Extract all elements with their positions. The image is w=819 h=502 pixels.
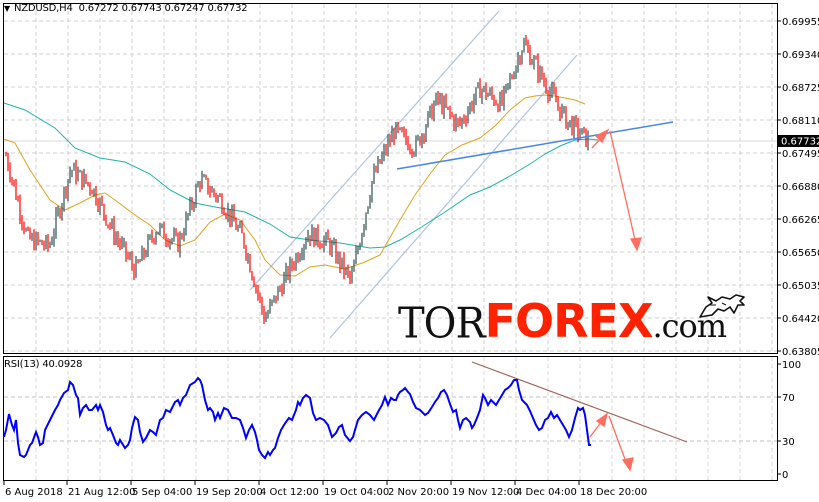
svg-text:0.63805: 0.63805	[782, 347, 819, 358]
logo-tor: TOR	[398, 299, 486, 349]
candlesticks	[5, 34, 589, 324]
rsi-header: RSI(13) 40.0928	[4, 359, 83, 370]
rsi-forecast-arrows	[589, 412, 634, 472]
svg-text:70: 70	[782, 393, 795, 404]
rsi-pane-frame	[3, 356, 778, 481]
rsi-axis: 100 70 30 0	[777, 360, 801, 481]
svg-text:0.65035: 0.65035	[782, 281, 819, 292]
dropdown-triangle-icon[interactable]: ▼	[4, 4, 10, 13]
main-grid	[4, 4, 777, 353]
svg-text:19 Oct 04:00: 19 Oct 04:00	[324, 487, 389, 498]
svg-text:6 Aug 2018: 6 Aug 2018	[5, 487, 63, 498]
svg-text:21 Aug 12:00: 21 Aug 12:00	[68, 487, 135, 498]
svg-text:5 Sep 04:00: 5 Sep 04:00	[132, 487, 192, 498]
svg-text:4 Oct 12:00: 4 Oct 12:00	[260, 487, 319, 498]
chart-header: ▼ NZDUSD,H4 0.67272 0.67743 0.67247 0.67732	[4, 3, 250, 14]
svg-text:0.67732: 0.67732	[781, 137, 819, 148]
logo-forex: FOREX	[484, 294, 654, 348]
ma-fast-line	[3, 94, 586, 277]
svg-text:0.66265: 0.66265	[782, 215, 819, 226]
close-value: 0.67732	[207, 3, 248, 14]
svg-text:4 Dec 04:00: 4 Dec 04:00	[516, 487, 577, 498]
svg-text:18 Dec 20:00: 18 Dec 20:00	[580, 487, 647, 498]
support-trendline	[396, 121, 674, 170]
rsi-line	[3, 376, 591, 460]
svg-text:0.69955: 0.69955	[782, 17, 819, 28]
svg-text:19 Nov 12:00: 19 Nov 12:00	[452, 487, 519, 498]
time-axis: 6 Aug 2018 21 Aug 12:005 Sep 04:00 19 Sep …	[3, 481, 647, 498]
svg-text:0.68725: 0.68725	[782, 83, 819, 94]
torforex-logo: TORFOREX.com	[398, 294, 727, 350]
svg-text:100: 100	[782, 360, 801, 371]
current-price-tag: 0.67732	[778, 135, 819, 148]
svg-text:30: 30	[782, 437, 795, 448]
ascending-channel	[249, 10, 578, 339]
svg-text:2 Nov 20:00: 2 Nov 20:00	[388, 487, 449, 498]
ma-slow-line	[3, 102, 599, 249]
svg-text:0: 0	[782, 470, 788, 481]
svg-text:19 Sep 20:00: 19 Sep 20:00	[196, 487, 263, 498]
forecast-arrows	[591, 128, 642, 252]
bull-logo-icon	[699, 294, 745, 318]
svg-text:0.67495: 0.67495	[782, 149, 819, 160]
low-value: 0.67247	[164, 3, 205, 14]
high-value: 0.67743	[121, 3, 162, 14]
rsi-trendline	[471, 361, 688, 443]
open-value: 0.67272	[78, 3, 119, 14]
symbol-label: NZDUSD,H4	[13, 3, 73, 14]
